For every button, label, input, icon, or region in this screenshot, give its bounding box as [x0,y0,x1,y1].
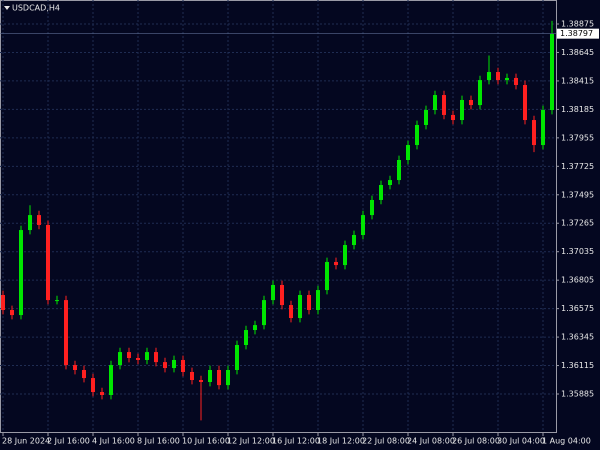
candle-body [145,352,149,360]
candle-body [136,357,140,360]
candle-body [424,110,428,125]
candle-body [334,261,338,266]
candle-body [172,359,176,369]
candle-body [316,290,320,310]
x-tick-label: 18 Jul 12:00 [317,437,365,446]
candle-body [181,359,185,372]
candle-body [415,124,419,146]
candle-body [352,234,356,246]
candle-body [523,85,527,121]
candle-body [478,80,482,106]
candle-body [244,330,248,346]
plot-frame [0,0,557,433]
candle-body [361,215,365,235]
chart-title: USDCAD,H4 [12,4,60,13]
candle-body [91,378,95,393]
y-tick-label: 1.38645 [561,48,594,57]
y-tick-label: 1.36805 [561,276,594,285]
candle-body [442,95,446,115]
candle-body [118,352,122,366]
y-tick-label: 1.36345 [561,333,594,342]
candle-body [496,72,500,81]
candle-body [127,352,131,358]
y-tick-label: 1.37035 [561,247,594,256]
y-tick-label: 1.38875 [561,20,594,29]
candle-body [505,77,509,81]
x-tick-label: 24 Jul 08:00 [407,437,455,446]
candle-body [532,120,536,146]
candle-body [541,110,545,146]
y-tick-label: 1.38185 [561,105,594,114]
candle-body [469,99,473,106]
y-tick-label: 1.36575 [561,304,594,313]
x-tick-label: 22 Jul 08:00 [362,437,410,446]
candle-body [217,370,221,386]
y-tick-label: 1.35885 [561,390,594,399]
x-tick-label: 10 Jul 16:00 [182,437,230,446]
candle-body [325,261,329,291]
candle-body [154,352,158,363]
candle-body [19,230,23,316]
candle-body [379,185,383,200]
candle-body [163,362,167,369]
symbol-menu-arrow[interactable] [4,6,10,10]
candle-body [433,95,437,111]
candle-body [190,371,194,381]
candle-body [64,300,68,366]
candle-body [37,215,41,225]
candle-body [514,77,518,86]
candle-body [460,99,464,121]
candle-body [10,309,14,316]
candle-body [298,295,302,319]
y-tick-label: 1.37495 [561,190,594,199]
candle-body [208,370,212,383]
candle-body [73,365,77,371]
candle-body [235,345,239,371]
candle-body [1,295,5,310]
y-tick-label: 1.37955 [561,133,594,142]
candle-body [487,72,491,81]
candle-body [253,325,257,331]
candle-body [280,284,284,306]
candle-body [370,199,374,216]
x-tick-label: 8 Jul 16:00 [137,437,180,446]
candle-body [289,305,293,319]
candle-body [343,245,347,266]
candle-body [550,33,554,111]
x-tick-label: 26 Jul 08:00 [452,437,500,446]
candle-body [451,114,455,121]
x-tick-label: 4 Jul 16:00 [92,437,135,446]
candle-body [82,370,86,379]
last-price-label: 1.38797 [560,29,593,38]
candle-body [100,392,104,395]
x-tick-label: 16 Jul 12:00 [272,437,320,446]
candle-body [46,224,50,301]
candle-body [262,300,266,326]
candle-body [109,365,113,395]
y-tick-label: 1.36115 [561,361,594,370]
x-tick-label: 2 Jul 16:00 [47,437,90,446]
y-tick-label: 1.38415 [561,76,594,85]
candle-body [199,380,203,383]
candle-body [397,160,401,181]
candle-body [406,145,410,161]
candle-body [226,370,230,386]
candle-body [388,180,392,186]
y-tick-label: 1.37265 [561,219,594,228]
candle-body [307,295,311,310]
x-tick-label: 12 Jul 12:00 [227,437,275,446]
x-tick-label: 28 Jun 2024 [2,437,50,446]
y-tick-label: 1.37725 [561,162,594,171]
candle-body [271,284,275,301]
candle-body [55,300,59,302]
last-price-box [557,28,599,39]
x-tick-label: 1 Aug 04:00 [542,437,591,446]
candle-body [28,215,32,231]
x-tick-label: 30 Jul 04:00 [497,437,545,446]
